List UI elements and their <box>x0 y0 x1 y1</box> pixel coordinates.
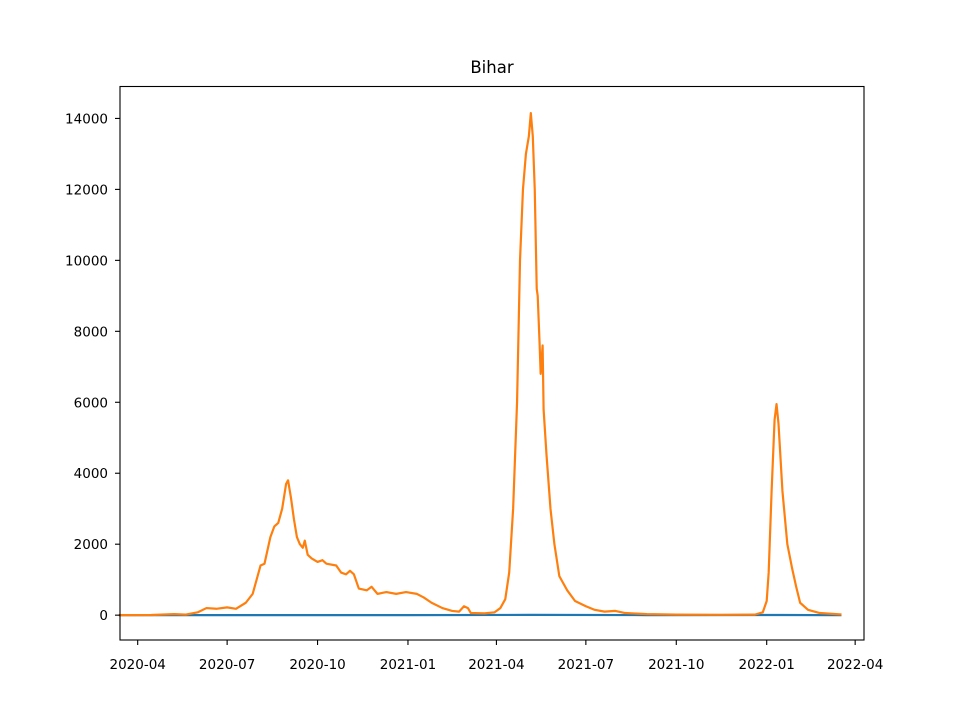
chart-title: Bihar <box>470 58 513 77</box>
y-tick-label: 14000 <box>65 111 108 127</box>
series-line-2 <box>118 112 842 617</box>
y-tick-label: 2000 <box>74 537 108 553</box>
x-tick-label: 2022-04 <box>827 657 883 673</box>
x-axis: 2020-04 2020-07 2020-10 2021-01 2021-04 2021-… <box>109 640 883 673</box>
x-tick-label: 2020-10 <box>289 657 345 673</box>
plot-frame <box>119 85 865 641</box>
y-tick-label: 4000 <box>74 466 108 482</box>
x-tick-label: 2020-04 <box>109 657 165 673</box>
y-axis: 0 2000 4000 6000 8000 10000 12000 14000 <box>65 111 120 624</box>
y-tick-label: 12000 <box>65 182 108 198</box>
x-tick-label: 2021-07 <box>558 657 614 673</box>
y-tick-label: 6000 <box>74 395 108 411</box>
x-tick-label: 2021-10 <box>648 657 704 673</box>
x-tick-label: 2021-04 <box>468 657 524 673</box>
y-tick-label: 10000 <box>65 253 108 269</box>
y-tick-label: 0 <box>99 608 108 624</box>
x-tick-label: 2021-01 <box>380 657 436 673</box>
x-tick-label: 2022-01 <box>738 657 794 673</box>
y-tick-label: 8000 <box>74 324 108 340</box>
x-tick-label: 2020-07 <box>199 657 255 673</box>
plot-area <box>118 112 842 617</box>
